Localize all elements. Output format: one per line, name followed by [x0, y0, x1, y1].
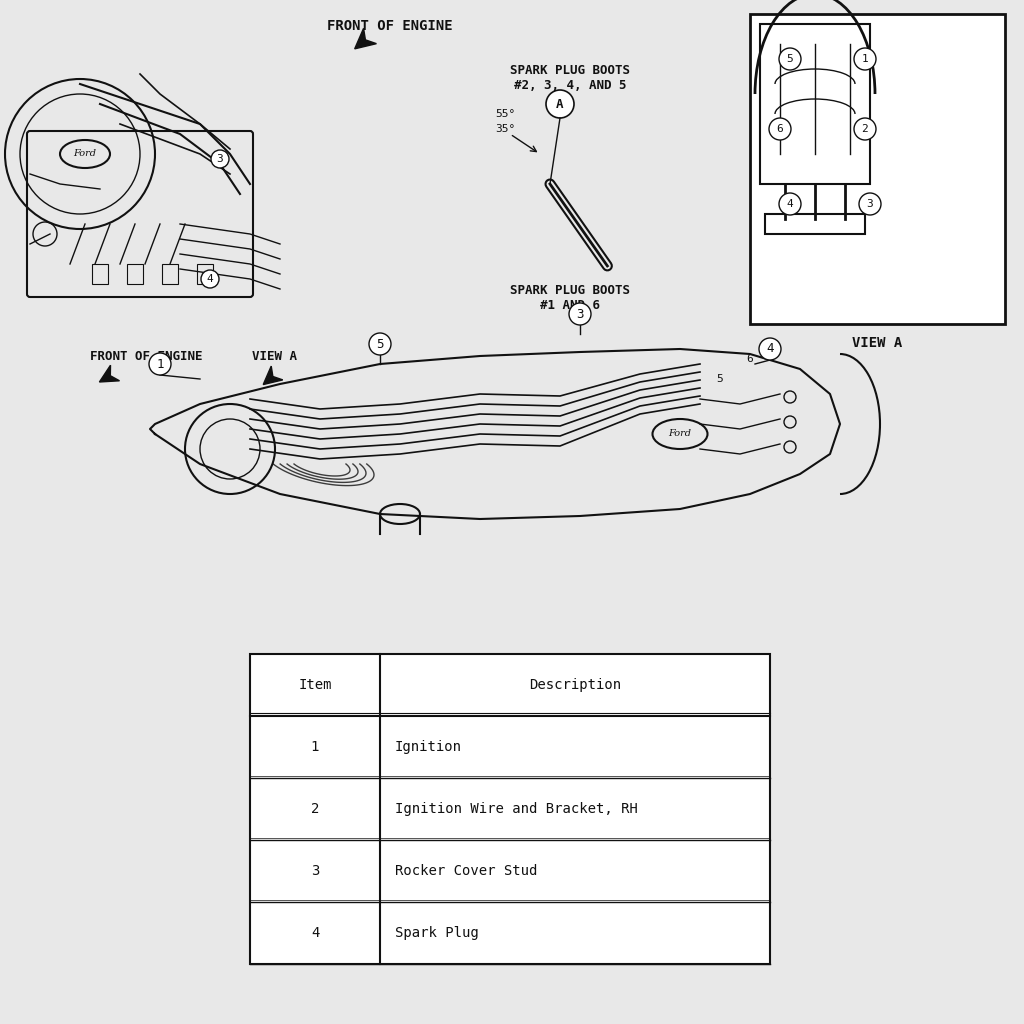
Text: 4: 4 [207, 274, 213, 284]
Bar [162, 264, 178, 284]
Text: FRONT OF ENGINE: FRONT OF ENGINE [328, 19, 453, 33]
Text: 1: 1 [311, 740, 319, 754]
Polygon shape [263, 367, 283, 385]
Bar [750, 14, 1005, 324]
Text: 6: 6 [776, 124, 783, 134]
Polygon shape [354, 29, 377, 49]
Circle shape [150, 353, 171, 375]
Circle shape [569, 303, 591, 325]
Bar [760, 24, 870, 184]
Text: Spark Plug: Spark Plug [395, 926, 479, 940]
Text: 1: 1 [157, 357, 164, 371]
Circle shape [211, 150, 229, 168]
Text: Ignition Wire and Bracket, RH: Ignition Wire and Bracket, RH [395, 802, 638, 816]
Text: 6: 6 [746, 354, 754, 364]
Text: Ford: Ford [74, 150, 96, 159]
Bar [92, 264, 108, 284]
Text: 5: 5 [717, 374, 723, 384]
Text: 3: 3 [577, 307, 584, 321]
Text: 2: 2 [311, 802, 319, 816]
Text: Rocker Cover Stud: Rocker Cover Stud [395, 864, 538, 878]
Text: 3: 3 [866, 199, 873, 209]
Text: Ignition: Ignition [395, 740, 462, 754]
Text: VIEW A: VIEW A [252, 349, 297, 362]
Text: 4: 4 [766, 342, 774, 355]
Circle shape [854, 48, 876, 70]
Polygon shape [99, 366, 120, 382]
Text: FRONT OF ENGINE: FRONT OF ENGINE [90, 349, 203, 362]
Text: SPARK PLUG BOOTS
#1 AND 6: SPARK PLUG BOOTS #1 AND 6 [510, 284, 630, 312]
Text: 3: 3 [217, 154, 223, 164]
Text: 3: 3 [311, 864, 319, 878]
Bar [765, 214, 865, 234]
Circle shape [769, 118, 791, 140]
Circle shape [779, 193, 801, 215]
Text: 55°: 55° [495, 109, 515, 119]
Text: 5: 5 [786, 54, 794, 63]
Circle shape [546, 90, 574, 118]
Text: 4: 4 [786, 199, 794, 209]
Text: 35°: 35° [495, 124, 515, 134]
Text: 2: 2 [861, 124, 868, 134]
Circle shape [779, 48, 801, 70]
Text: VIEW A: VIEW A [852, 336, 902, 350]
Text: A: A [556, 97, 564, 111]
Bar [197, 264, 213, 284]
Circle shape [369, 333, 391, 355]
Bar [250, 654, 770, 964]
Text: SPARK PLUG BOOTS
#2, 3, 4, AND 5: SPARK PLUG BOOTS #2, 3, 4, AND 5 [510, 63, 630, 92]
Text: 5: 5 [376, 338, 384, 350]
Text: Item: Item [298, 678, 332, 692]
Circle shape [759, 338, 781, 360]
Text: Description: Description [529, 678, 622, 692]
Text: 4: 4 [311, 926, 319, 940]
Text: 1: 1 [861, 54, 868, 63]
Text: Ford: Ford [669, 429, 691, 438]
Circle shape [859, 193, 881, 215]
Circle shape [854, 118, 876, 140]
Circle shape [201, 270, 219, 288]
Bar [127, 264, 143, 284]
